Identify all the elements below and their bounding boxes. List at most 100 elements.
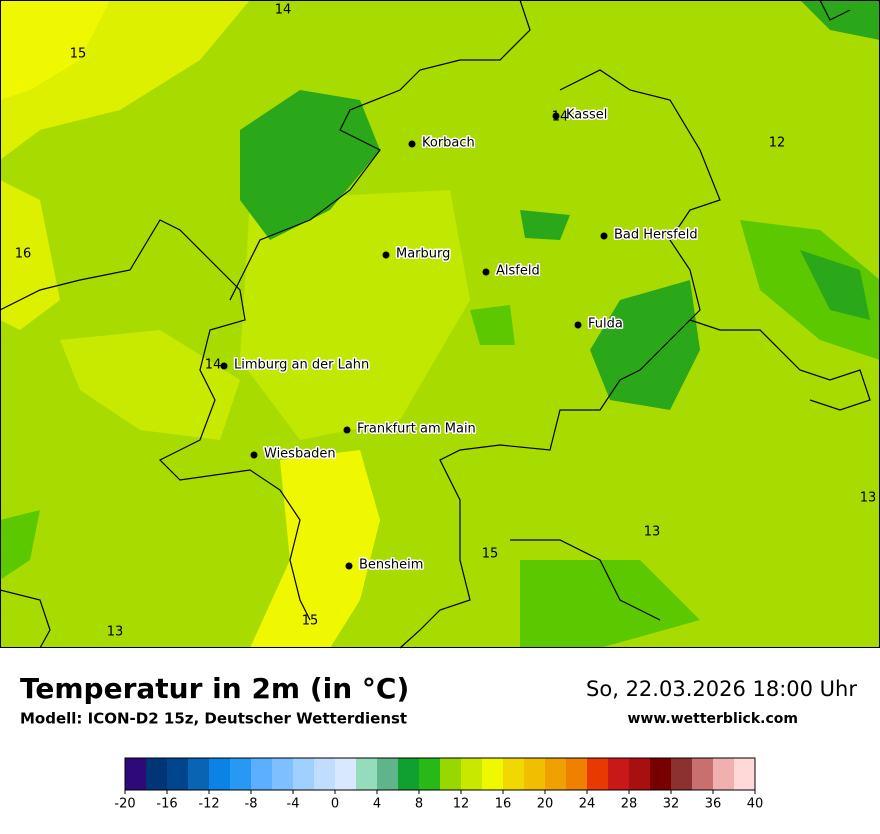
- date: So, 22.03.2026 18:00 Uhr: [586, 677, 857, 701]
- colorbar-frame: [124, 757, 756, 791]
- contour-label: 15: [302, 614, 319, 629]
- city-label: Kassel: [566, 108, 607, 123]
- contour-label: 14: [205, 358, 222, 373]
- area-warm: [0, 0, 110, 100]
- city-dot: [382, 251, 390, 259]
- colorbar-swatch: [440, 758, 462, 790]
- contour-label: 12: [769, 136, 786, 151]
- contour-label: 14: [552, 110, 569, 125]
- colorbar-swatch: [650, 758, 672, 790]
- colorbar-swatch: [545, 758, 567, 790]
- colorbar-swatch: [587, 758, 609, 790]
- area-cool: [0, 510, 40, 580]
- border-line: [399, 69, 721, 649]
- website: www.wetterblick.com: [628, 711, 799, 727]
- colorbar-swatch: [629, 758, 651, 790]
- colorbar-tick-label: -20: [114, 797, 135, 812]
- colorbar-tick-label: 16: [495, 797, 512, 812]
- city-dot: [600, 232, 608, 240]
- contour-label: 13: [860, 491, 877, 506]
- city-label: Bad Hersfeld: [614, 228, 698, 243]
- area-warm: [250, 450, 380, 648]
- borders: [0, 0, 871, 649]
- colorbar-tick-label: -12: [198, 797, 219, 812]
- city-dot: [552, 112, 560, 120]
- colorbar-swatch: [608, 758, 630, 790]
- contour-label: 13: [107, 625, 124, 640]
- contour-label: 13: [644, 525, 661, 540]
- city-label: Marburg: [396, 247, 450, 262]
- contour-label: 15: [482, 547, 499, 562]
- colorbar-swatch: [671, 758, 693, 790]
- contour-label: 14: [275, 3, 292, 18]
- colorbar-swatch: [692, 758, 714, 790]
- colorbar: -20 -16 -12 -8 -4 0 4 8 12 16 20 24 28 32 36 40: [114, 757, 764, 812]
- area-cool: [470, 305, 515, 345]
- area-warm: [240, 190, 470, 440]
- colorbar-tick-label: 36: [705, 797, 722, 812]
- border-line: [0, 219, 311, 621]
- city-label: Wiesbaden: [264, 447, 336, 462]
- colorbar-swatch: [461, 758, 483, 790]
- city-dot: [574, 321, 582, 329]
- city-dot: [408, 140, 416, 148]
- colorbar-swatch: [335, 758, 357, 790]
- city-label: Fulda: [588, 317, 623, 332]
- border-line: [0, 589, 51, 649]
- area-cool: [800, 0, 880, 40]
- subtitle: Modell: ICON-D2 15z, Deutscher Wetterdie…: [20, 710, 407, 728]
- colorbar-swatch: [188, 758, 210, 790]
- colorbar-swatch: [314, 758, 336, 790]
- colorbar-tick-label: -4: [287, 797, 300, 812]
- border-line: [689, 319, 871, 411]
- area-warm: [60, 330, 240, 440]
- map: [0, 0, 880, 649]
- colorbar-swatch: [377, 758, 399, 790]
- colorbar-tick-label: -16: [156, 797, 177, 812]
- colorbar-swatch: [146, 758, 168, 790]
- colorbar-swatch: [566, 758, 588, 790]
- colorbar-swatch: [503, 758, 525, 790]
- city-label: Bensheim: [359, 558, 423, 573]
- city-dot: [482, 268, 490, 276]
- area-cool: [520, 560, 700, 648]
- city-label: Frankfurt am Main: [357, 422, 476, 437]
- area-cool: [740, 220, 880, 360]
- colorbar-tick-label: -8: [245, 797, 258, 812]
- colorbar-swatch: [713, 758, 735, 790]
- colorbar-swatch: [125, 758, 147, 790]
- colorbar-tick-label: 8: [415, 797, 423, 812]
- border-line: [819, 0, 851, 21]
- colorbar-swatch: [272, 758, 294, 790]
- area-cool: [590, 280, 700, 410]
- colorbar-tick-label: 32: [663, 797, 680, 812]
- colorbar-swatch: [293, 758, 315, 790]
- colorbar-swatch: [167, 758, 189, 790]
- colorbar-tick-label: 24: [579, 797, 596, 812]
- colorbar-swatch: [734, 758, 756, 790]
- border-line: [229, 0, 531, 301]
- colorbar-swatch: [524, 758, 546, 790]
- colorbar-swatch: [251, 758, 273, 790]
- colorbar-swatch: [356, 758, 378, 790]
- colorbar-tick-label: 12: [453, 797, 470, 812]
- area-cool: [520, 210, 570, 240]
- colorbar-swatch: [398, 758, 420, 790]
- colorbar-swatch: [209, 758, 231, 790]
- title: Temperatur in 2m (in °C): [20, 672, 409, 705]
- border-line: [510, 539, 661, 621]
- colorbar-tick-label: 40: [747, 797, 764, 812]
- city-dot: [345, 562, 353, 570]
- city-label: Limburg an der Lahn: [234, 358, 369, 373]
- area-cool: [800, 250, 870, 320]
- area-warm: [0, 180, 60, 330]
- city-dot: [343, 426, 351, 434]
- colorbar-tick-label: 28: [621, 797, 638, 812]
- map-labels: Kassel Korbach Bad Hersfeld Marburg Alsfeld F…: [15, 3, 877, 640]
- colorbar-swatch: [230, 758, 252, 790]
- area-cool: [240, 90, 380, 240]
- colorbar-tick-label: 4: [373, 797, 381, 812]
- city-dot: [220, 362, 228, 370]
